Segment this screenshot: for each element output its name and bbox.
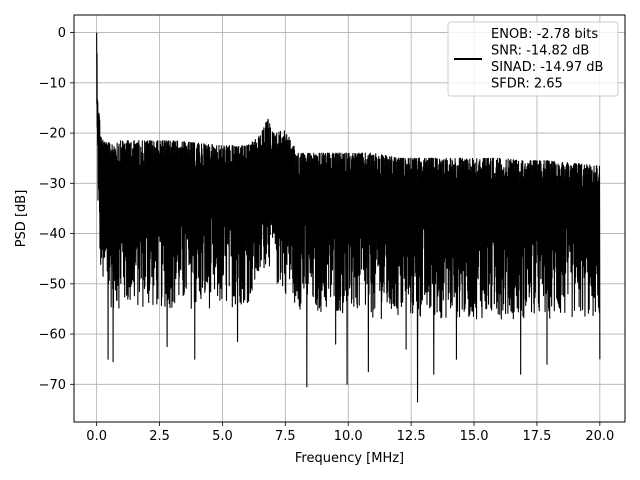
y-tick-label: −10	[39, 76, 66, 91]
x-axis-label: Frequency [MHz]	[295, 451, 404, 466]
y-tick-label: −20	[39, 127, 66, 142]
y-tick-label: −70	[39, 378, 66, 393]
x-tick-label: 12.5	[397, 429, 426, 444]
y-tick-label: 0	[58, 26, 66, 41]
legend-line: SNR: -14.82 dB	[491, 44, 589, 59]
x-tick-label: 5.0	[212, 429, 233, 444]
psd-series-line	[96, 32, 601, 403]
x-tick-label: 20.0	[585, 429, 614, 444]
y-axis-ticks: 0 −10 −20 −30 −40 −50 −60 −70	[39, 26, 74, 393]
x-tick-label: 7.5	[275, 429, 296, 444]
legend-line: ENOB: -2.78 bits	[491, 27, 598, 42]
x-tick-label: 15.0	[460, 429, 489, 444]
y-axis-label: PSD [dB]	[14, 190, 29, 248]
x-tick-label: 0.0	[86, 429, 107, 444]
x-tick-label: 10.0	[334, 429, 363, 444]
y-tick-label: −50	[39, 277, 66, 292]
legend-box	[447, 21, 619, 97]
legend-entry: ENOB: -2.78 bits SNR: -14.82 dB SINAD: -14…	[491, 27, 603, 92]
legend-line: SINAD: -14.97 dB	[491, 60, 603, 75]
legend-line: SFDR: 2.65	[491, 77, 563, 92]
y-tick-label: −30	[39, 177, 66, 192]
x-tick-label: 2.5	[149, 429, 170, 444]
y-tick-label: −60	[39, 328, 66, 343]
psd-series	[96, 32, 601, 403]
x-axis-ticks: 0.0 2.5 5.0 7.5 10.0 12.5 15.0 17.5 20.0	[86, 422, 614, 444]
y-tick-label: −40	[39, 227, 66, 242]
plot-frame	[73, 14, 626, 423]
legend: ENOB: -2.78 bits SNR: -14.82 dB SINAD: -14…	[447, 21, 619, 97]
x-tick-label: 17.5	[522, 429, 551, 444]
